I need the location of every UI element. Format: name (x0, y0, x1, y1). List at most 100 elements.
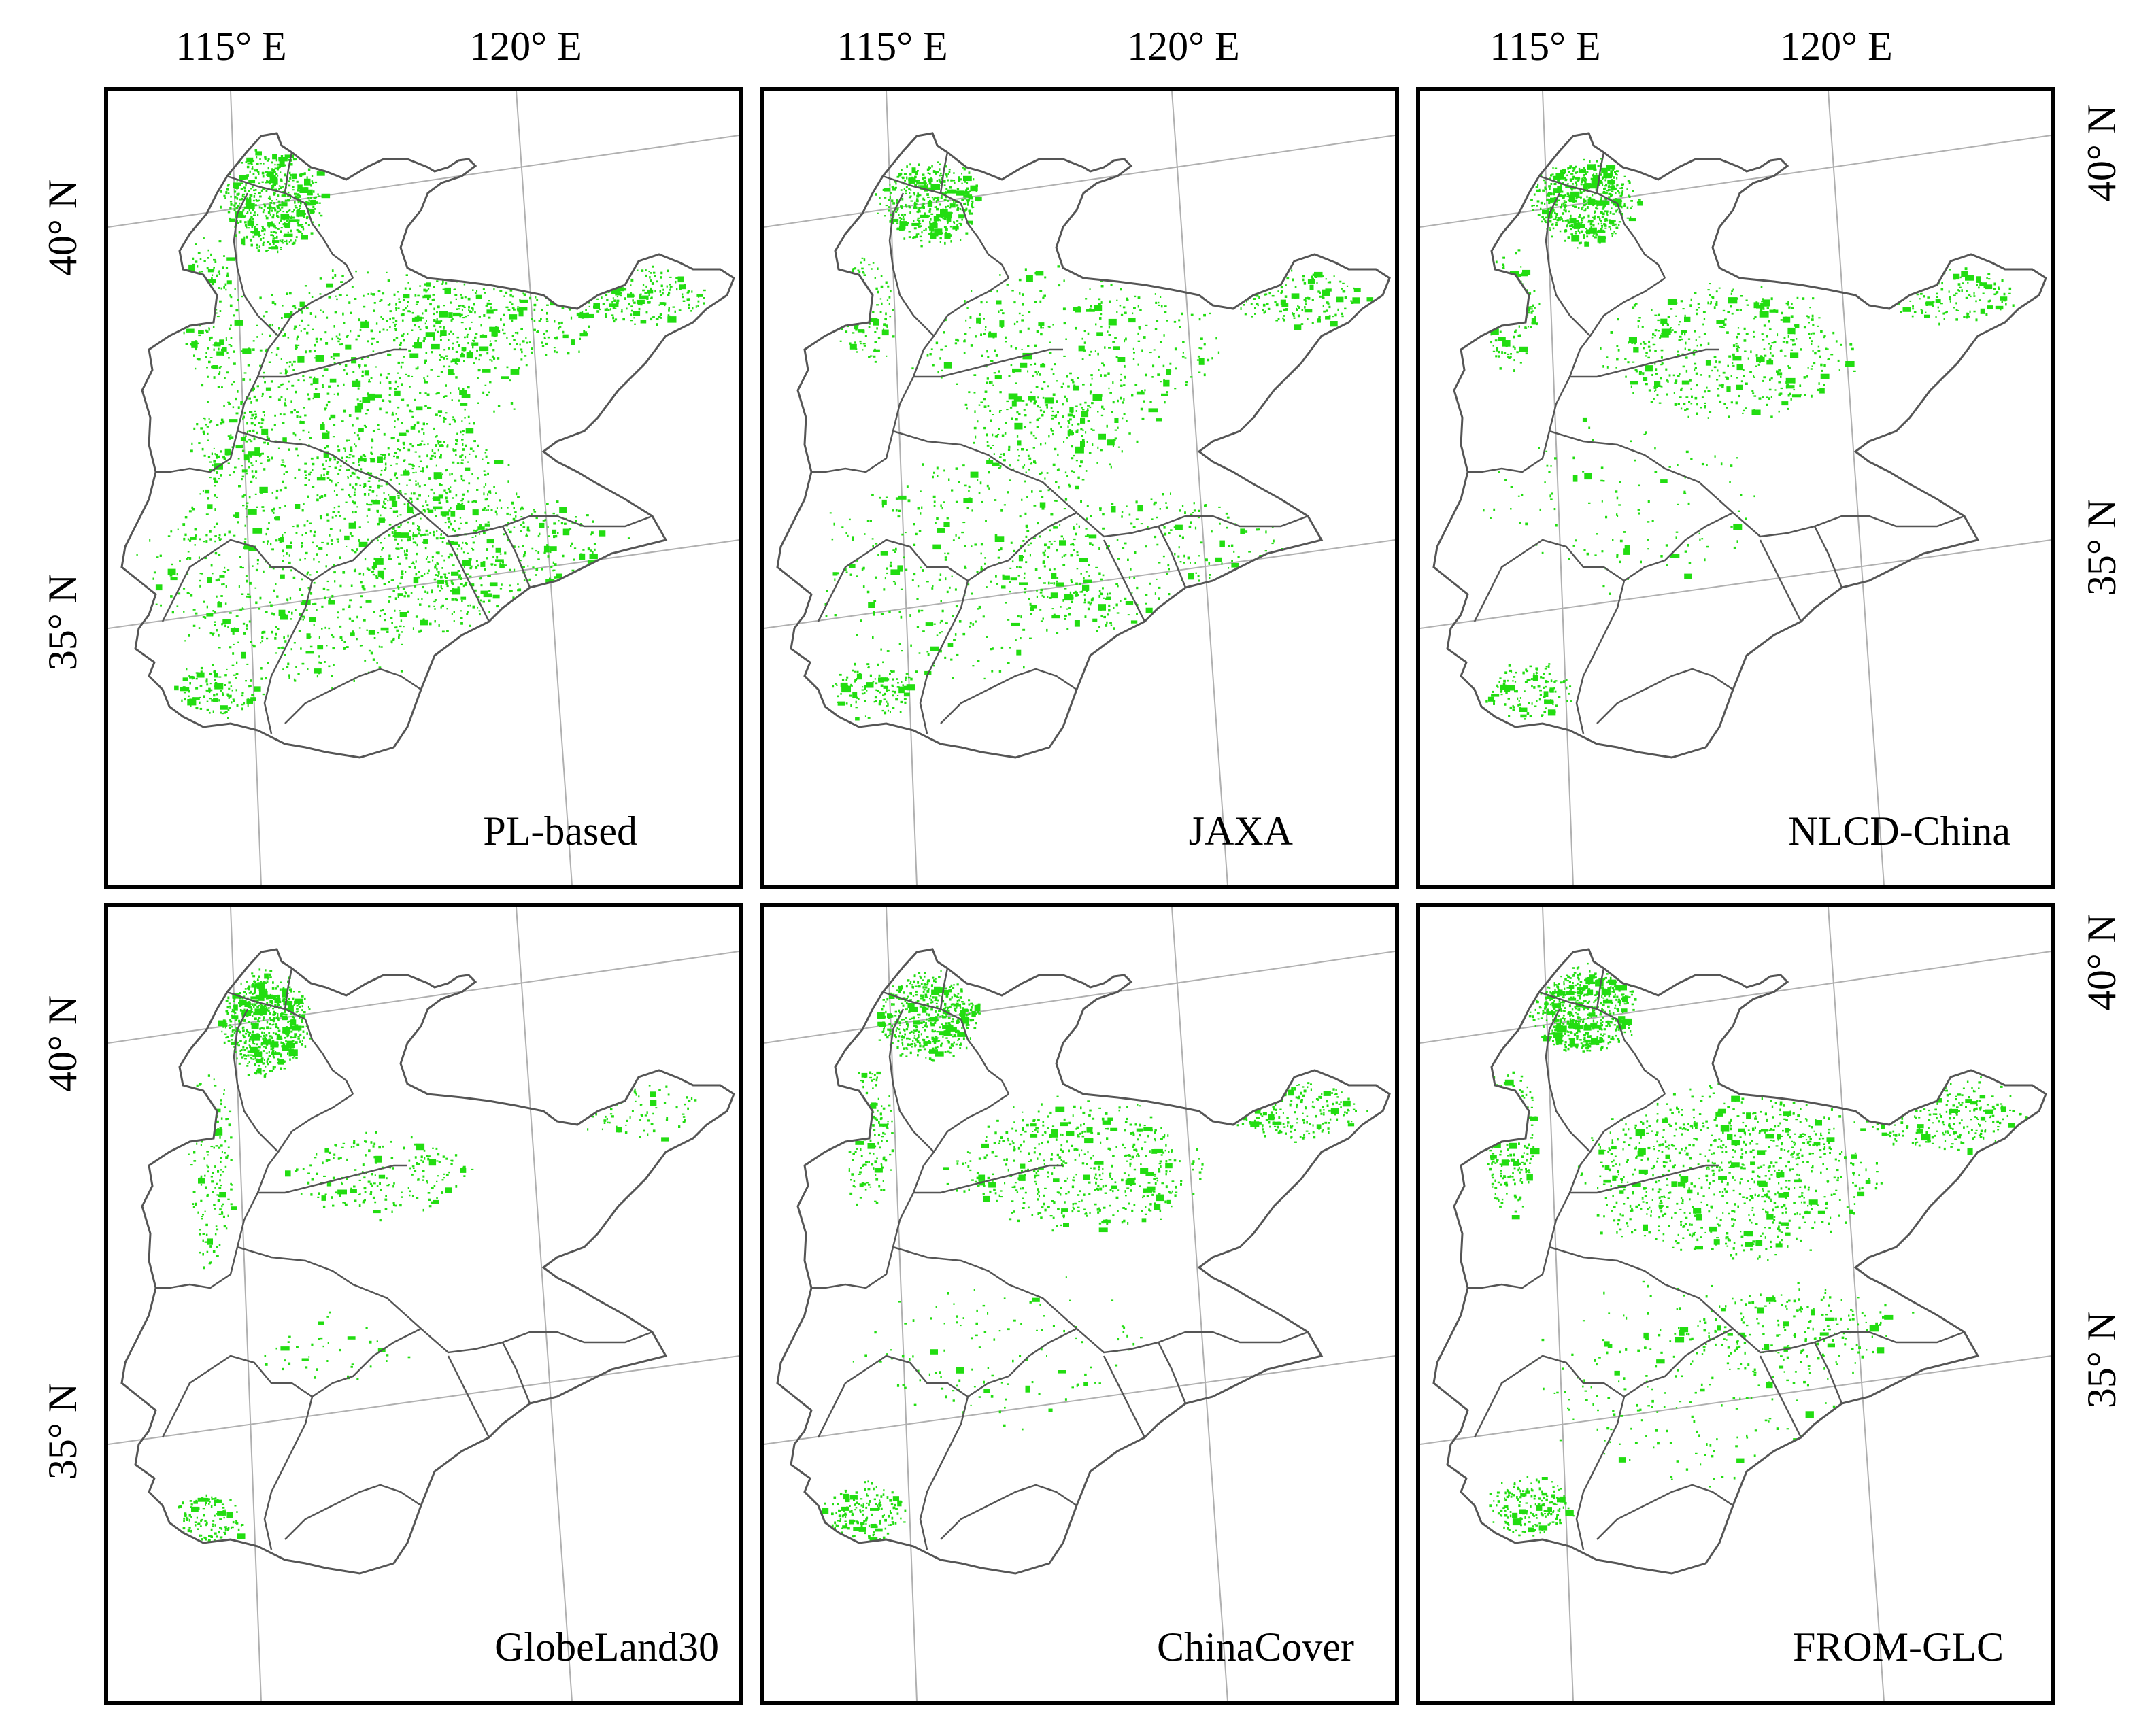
province-border (1759, 1355, 1802, 1438)
province-border (1157, 526, 1187, 588)
map-panel-jaxa: JAXA (760, 87, 1399, 889)
province-border (892, 430, 1309, 538)
map-chinacover (764, 907, 1395, 1701)
province-border (817, 1355, 969, 1438)
province-border (1538, 991, 1666, 1095)
province-border (233, 1008, 279, 1153)
graticule-line (108, 951, 739, 1044)
panel-title-chinacover: ChinaCover (1157, 1624, 1354, 1669)
map-pl-based (108, 91, 739, 885)
province-border (156, 1093, 354, 1289)
land-cover-layer (136, 149, 706, 719)
panel-title-jaxa: JAXA (1188, 809, 1293, 853)
lat-label-35-row2-left: 35° N (40, 1382, 85, 1480)
graticule-line (1420, 539, 2051, 629)
land-cover-layer (819, 970, 1368, 1542)
province-border (1813, 526, 1843, 588)
region-outline (1432, 132, 2047, 759)
province-border (1575, 1327, 1734, 1550)
lon-label-120-col3: 120° E (1780, 24, 1893, 69)
province-border (1473, 539, 1625, 622)
province-border (161, 1355, 313, 1438)
province-border (1549, 1246, 1965, 1354)
province-border (237, 430, 653, 538)
province-border (447, 539, 490, 622)
province-border (1596, 152, 1605, 194)
map-panel-nlcd-china: NLCD-China (1416, 87, 2055, 889)
panel-title-pl-based: PL-based (483, 809, 637, 853)
graticule-line (1171, 907, 1228, 1701)
graticule-line (1420, 1355, 2051, 1445)
province-border (888, 1008, 935, 1153)
lat-label-35-row1-right: 35° N (2079, 498, 2124, 596)
province-border (1473, 1355, 1625, 1438)
province-border (161, 539, 313, 622)
province-border (888, 192, 935, 337)
province-border (1549, 430, 1965, 538)
province-border (1103, 1355, 1146, 1438)
province-border (501, 526, 531, 588)
province-border (882, 991, 1010, 1095)
lon-label-115-col3: 115° E (1490, 24, 1601, 69)
panel-title-globeland30: GlobeLand30 (494, 1624, 719, 1669)
province-border (817, 539, 969, 622)
province-border (1103, 539, 1146, 622)
lat-label-40-row1-left: 40° N (40, 179, 85, 277)
province-border (263, 1327, 422, 1550)
graticule-line (1171, 91, 1228, 885)
province-border (919, 1327, 1077, 1550)
province-border (811, 1093, 1009, 1289)
province-border (913, 348, 1063, 378)
province-border (1468, 1093, 1666, 1289)
graticule-line (108, 135, 739, 228)
province-border (940, 1484, 1077, 1540)
province-border (1575, 511, 1734, 734)
province-border (1545, 1008, 1591, 1153)
graticule-line (886, 91, 918, 885)
province-border (258, 1164, 407, 1194)
lat-label-40-row1-right: 40° N (2079, 104, 2124, 202)
province-border (501, 1342, 531, 1404)
province-border (939, 968, 949, 1010)
map-panel-from-glc: FROM-GLC (1416, 903, 2055, 1705)
region-outline (1432, 948, 2047, 1575)
map-panel-chinacover: ChinaCover (760, 903, 1399, 1705)
province-border (447, 1355, 490, 1438)
lat-label-35-row2-right: 35° N (2079, 1311, 2124, 1409)
lon-label-120-col1: 120° E (469, 24, 582, 69)
province-border (226, 175, 354, 279)
land-cover-layer (1479, 158, 2015, 720)
region-outline (120, 948, 735, 1575)
province-border (156, 277, 354, 473)
graticule-line (764, 951, 1395, 1044)
graticule-line (764, 1355, 1395, 1445)
panel-title-nlcd-china: NLCD-China (1788, 809, 2010, 853)
graticule-line (108, 1355, 739, 1445)
province-border (258, 348, 407, 378)
graticule-line (516, 91, 573, 885)
province-border (939, 152, 949, 194)
lat-label-40-row2-right: 40° N (2079, 913, 2124, 1011)
graticule-line (886, 907, 918, 1701)
province-border (1759, 539, 1802, 622)
province-border (284, 152, 293, 194)
province-border (811, 277, 1009, 473)
graticule-line (108, 539, 739, 629)
lon-label-115-col1: 115° E (175, 24, 287, 69)
province-border (226, 991, 354, 1095)
province-border (1596, 668, 1734, 724)
region-outline (120, 132, 735, 759)
province-border (1157, 1342, 1187, 1404)
map-nlcd-china (1420, 91, 2051, 885)
map-panel-pl-based: PL-based (104, 87, 743, 889)
province-border (892, 1246, 1309, 1354)
province-border (1570, 348, 1719, 378)
province-border (1570, 1164, 1719, 1194)
graticule-line (1420, 951, 2051, 1044)
map-jaxa (764, 91, 1395, 885)
province-border (882, 175, 1010, 279)
map-panel-globeland30: GlobeLand30 (104, 903, 743, 1705)
map-globeland30 (108, 907, 739, 1701)
province-border (1596, 968, 1605, 1010)
province-border (1538, 175, 1666, 279)
